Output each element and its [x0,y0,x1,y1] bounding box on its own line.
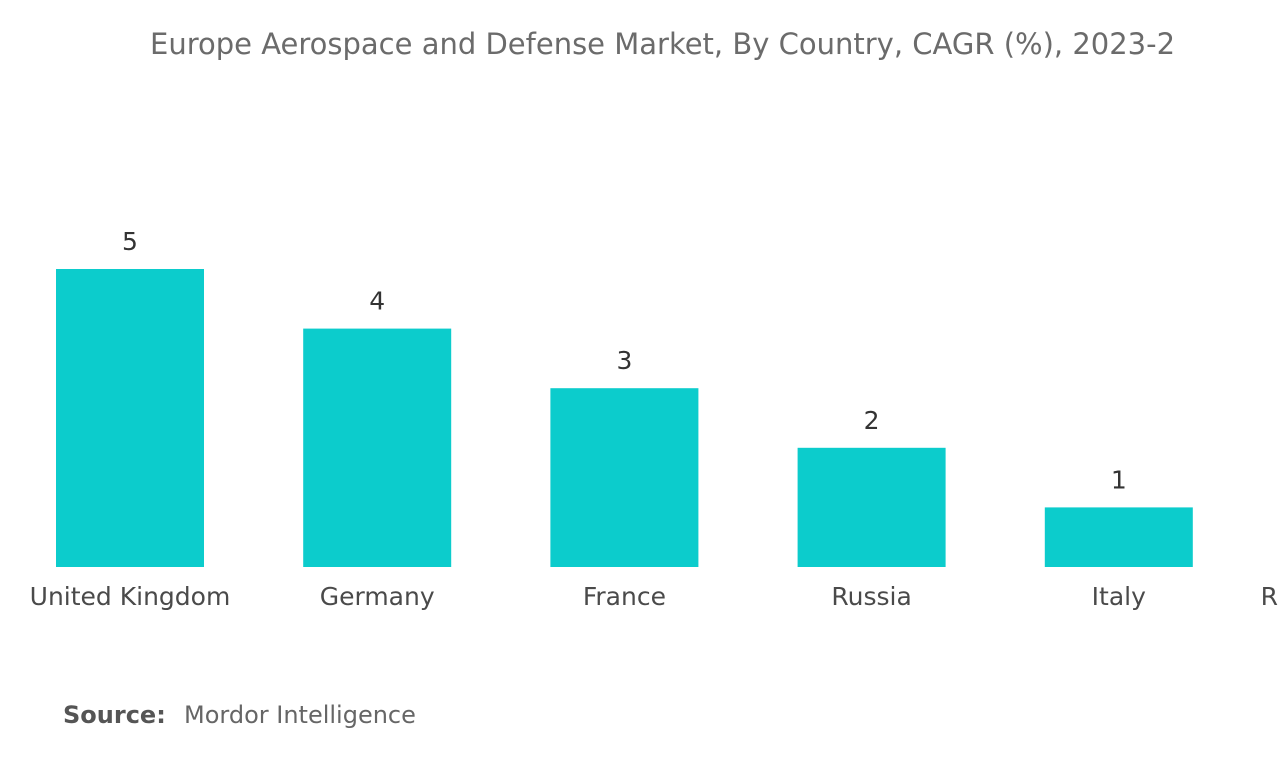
value-label: 2 [864,406,880,435]
x-tick-label: Germany [320,582,435,611]
bar [550,388,699,567]
bar [1044,507,1193,567]
x-tick-label: United Kingdom [30,582,231,611]
value-label: 3 [616,346,632,375]
value-label: 4 [369,287,385,316]
source-text: Mordor Intelligence [184,701,416,729]
bar [303,328,452,567]
bar [797,447,946,567]
chart-title: Europe Aerospace and Defense Market, By … [150,27,1175,61]
x-tick-label: Russia [831,582,911,611]
x-tick-label: R [1261,582,1278,611]
x-tick-label: France [583,582,666,611]
x-tick-label: Italy [1092,582,1146,611]
value-label: 1 [1111,465,1127,494]
bar [56,269,204,567]
source-label: Source: [63,701,166,729]
value-label: 5 [122,227,138,256]
